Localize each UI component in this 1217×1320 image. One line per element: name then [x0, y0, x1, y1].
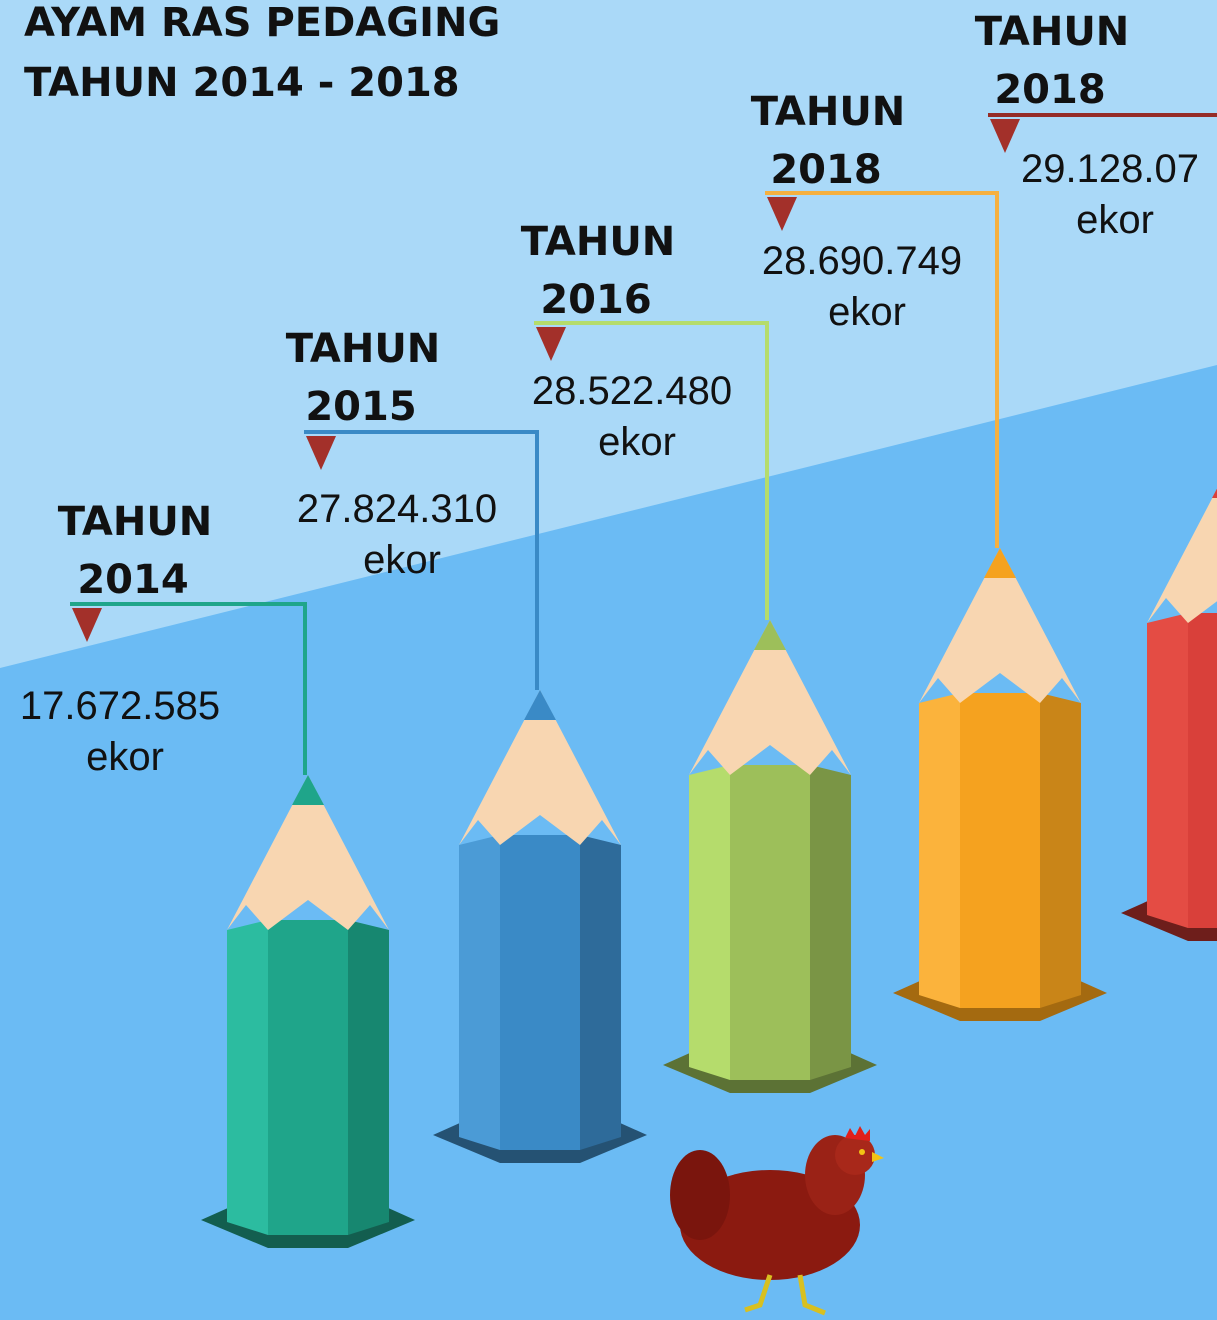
year: 2018	[994, 67, 1105, 113]
value: 29.128.07	[1021, 147, 1199, 191]
title: TAHUN 2014 - 2018	[24, 60, 460, 106]
year-label: TAHUN	[751, 89, 906, 135]
pencil-body	[960, 693, 1040, 1008]
value: 17.672.585	[20, 684, 220, 728]
unit: ekor	[1076, 198, 1154, 242]
pencil-body	[810, 765, 851, 1080]
year: 2018	[770, 147, 881, 193]
chicken-head	[835, 1135, 875, 1175]
pencil-body	[1147, 613, 1188, 928]
year-label: TAHUN	[975, 9, 1130, 55]
pencil-body	[227, 920, 268, 1235]
pencil-body	[1188, 613, 1217, 928]
year: 2014	[77, 557, 188, 603]
value: 28.522.480	[532, 369, 732, 413]
pencil-body	[1040, 693, 1081, 1008]
pencil-body	[459, 835, 500, 1150]
pencil-body	[500, 835, 580, 1150]
pencil-body	[919, 693, 960, 1008]
pencil-body	[689, 765, 730, 1080]
pencil-body	[580, 835, 621, 1150]
pencil-body	[268, 920, 348, 1235]
title: AYAM RAS PEDAGING	[24, 0, 500, 46]
year: 2016	[540, 277, 651, 323]
year: 2015	[305, 384, 416, 430]
infographic: AYAM RAS PEDAGING TAHUN 2014 - 2018 TAHU…	[0, 0, 1217, 1320]
unit: ekor	[86, 735, 164, 779]
pencil-body	[348, 920, 389, 1235]
year-label: TAHUN	[58, 499, 213, 545]
value: 28.690.749	[762, 239, 962, 283]
value: 27.824.310	[297, 487, 497, 531]
unit: ekor	[598, 420, 676, 464]
unit: ekor	[828, 290, 906, 334]
pencil-body	[730, 765, 810, 1080]
unit: ekor	[363, 538, 441, 582]
chicken-tail	[670, 1150, 730, 1240]
year-label: TAHUN	[286, 326, 441, 372]
year-label: TAHUN	[521, 219, 676, 265]
chicken-eye	[859, 1149, 865, 1155]
